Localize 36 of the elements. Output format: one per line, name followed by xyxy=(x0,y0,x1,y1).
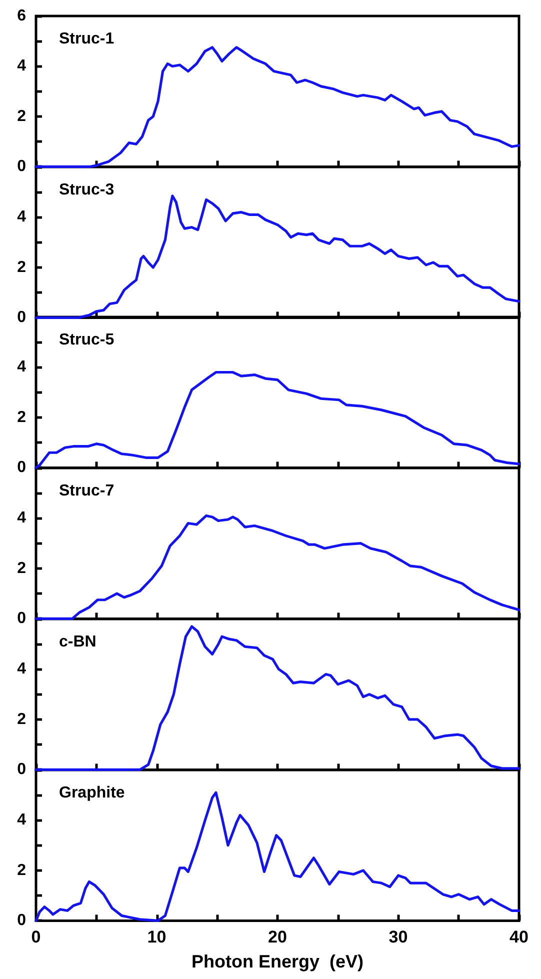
line-series xyxy=(34,194,520,319)
x-tick-label: 10 xyxy=(147,927,166,946)
y-tick-label: 2 xyxy=(17,861,26,878)
y-tick-label: 4 xyxy=(17,208,26,226)
x-axis-title: Photon Energy (eV) xyxy=(191,951,364,972)
text: Graphite xyxy=(59,784,125,801)
y-tick-label: 4 xyxy=(17,58,26,75)
y-tick-label: 6 xyxy=(17,8,26,24)
y-tick-label: 0 xyxy=(17,610,26,628)
x-tick-label: 0 xyxy=(31,927,41,946)
text: c-BN xyxy=(59,633,96,650)
y-tick-label: 2 xyxy=(17,560,26,578)
y-tick-label: 2 xyxy=(17,710,26,728)
y-tick-label: 2 xyxy=(17,409,26,426)
y-tick-label: 4 xyxy=(17,510,26,527)
y-tick-label: 4 xyxy=(17,811,26,828)
y-tick-label: 0 xyxy=(17,912,26,929)
text: Struc-7 xyxy=(59,482,114,500)
y-tick-label: 0 xyxy=(17,158,26,176)
line-series xyxy=(34,625,520,771)
y-tick-label: 0 xyxy=(17,760,26,778)
text: Struc-3 xyxy=(59,181,114,198)
y-tick-label: 2 xyxy=(17,108,26,125)
line-series xyxy=(34,514,520,620)
line-series xyxy=(34,46,520,168)
text: Struc-5 xyxy=(59,332,114,349)
x-tick-label: 20 xyxy=(268,927,287,946)
y-tick-label: 0 xyxy=(17,308,26,326)
y-tick-label: 0 xyxy=(17,460,26,477)
y-tick-label: 2 xyxy=(17,258,26,276)
line-series xyxy=(34,371,520,470)
y-tick-label: 4 xyxy=(17,359,26,376)
y-tick-label: 4 xyxy=(17,660,26,678)
x-tick-label: 40 xyxy=(510,927,528,946)
text: Struc-1 xyxy=(59,30,114,48)
x-tick-label: 30 xyxy=(388,927,408,946)
